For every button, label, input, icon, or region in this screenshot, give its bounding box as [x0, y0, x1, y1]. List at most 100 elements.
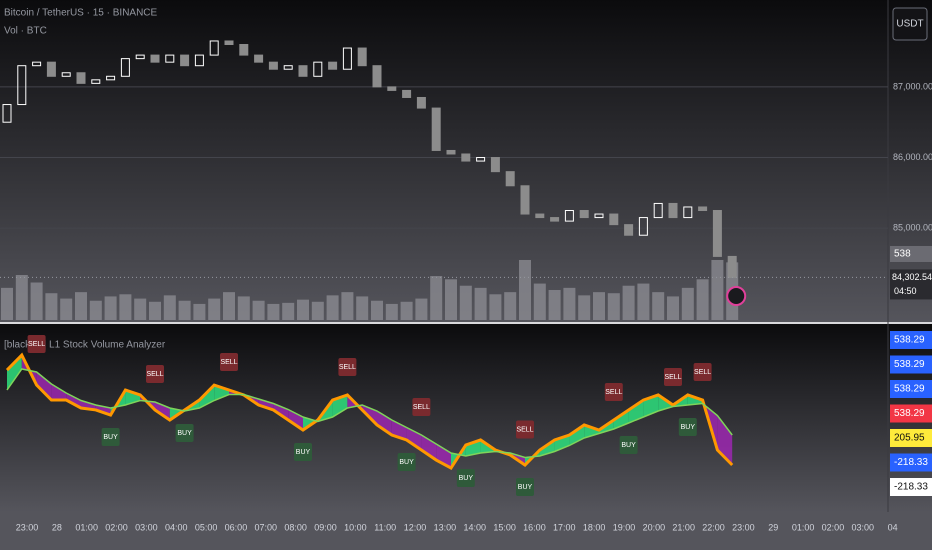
fill-band — [377, 411, 392, 435]
candle-body — [624, 224, 634, 236]
value-badge-label: 538.29 — [894, 384, 925, 395]
x-tick-label: 23:00 — [732, 522, 755, 532]
volume-bar — [237, 296, 250, 320]
candle-body — [150, 54, 160, 63]
sell-signal — [146, 365, 164, 383]
x-tick-label: 08:00 — [284, 522, 307, 532]
volume-bar — [163, 295, 176, 320]
volume-title: Vol · BTC — [4, 26, 47, 37]
candle-body — [46, 61, 56, 77]
x-tick-label: 22:00 — [702, 522, 725, 532]
value-badge-label: 538.29 — [894, 359, 925, 370]
x-tick-label: 06:00 — [225, 522, 248, 532]
candle-body — [520, 185, 530, 215]
volume-bar — [607, 293, 620, 320]
x-tick-label: 01:00 — [792, 522, 815, 532]
currency-label: USDT — [896, 19, 923, 30]
volume-bar — [311, 301, 324, 320]
volume-bar — [356, 296, 369, 320]
y-tick-label: 85,000.00 — [893, 223, 932, 233]
x-tick-label: 09:00 — [314, 522, 337, 532]
candle-body — [61, 72, 71, 77]
signal-label: BUY — [177, 430, 192, 437]
signal-label: BUY — [103, 434, 118, 441]
x-tick-label: 19:00 — [613, 522, 636, 532]
alert-icon — [726, 286, 747, 306]
time-axis — [0, 512, 932, 550]
volume-bar — [474, 287, 487, 320]
x-tick-label: 07:00 — [255, 522, 278, 532]
x-tick-label: 29 — [768, 522, 778, 532]
volume-bar — [75, 292, 87, 320]
price-badge — [890, 269, 932, 300]
value-badge — [890, 355, 932, 374]
value-badge — [890, 331, 932, 349]
fill-band — [332, 394, 348, 417]
fill-band — [36, 372, 52, 401]
x-tick-label: 05:00 — [195, 522, 218, 532]
buy-signal — [101, 428, 120, 447]
volume-bar — [504, 292, 517, 320]
volume-bar — [593, 292, 605, 320]
candle-body — [106, 75, 116, 81]
volume-bar — [385, 303, 398, 320]
candle-body — [165, 54, 175, 63]
candle-body — [2, 104, 12, 123]
x-tick-label: 20:00 — [643, 522, 666, 532]
candle-body — [653, 202, 663, 219]
candle-body — [209, 40, 219, 56]
candle-body — [683, 206, 693, 219]
fill-band — [7, 355, 22, 390]
x-tick-label: 02:00 — [105, 522, 128, 532]
x-tick-label: 16:00 — [523, 522, 546, 532]
value-badge-label: 538.29 — [894, 408, 925, 419]
signal-label: BUY — [399, 459, 414, 466]
signal-label: BUY — [681, 424, 696, 431]
x-tick-label: 03:00 — [852, 522, 875, 532]
candle-body — [564, 210, 574, 222]
candle-body — [254, 54, 264, 63]
sell-signal — [516, 420, 534, 439]
candle-body — [313, 61, 323, 77]
sell-signal — [664, 368, 682, 386]
volume-badge — [890, 246, 932, 262]
price-badge-label: 84,302.54 — [892, 272, 932, 282]
y-tick-label: 87,000.00 — [893, 81, 932, 91]
fill-band — [628, 400, 644, 423]
x-tick-label: 23:00 — [16, 522, 39, 532]
volume-bar — [341, 292, 354, 320]
value-badge — [890, 380, 932, 398]
value-badge-label: -218.33 — [894, 482, 928, 493]
fill-band — [66, 393, 81, 408]
candle-body — [357, 47, 367, 67]
sell-signal — [693, 363, 712, 382]
signal-label: SELL — [664, 374, 681, 381]
candle-body — [579, 210, 589, 219]
sell-signal — [338, 357, 357, 376]
currency-button[interactable] — [892, 7, 928, 41]
candle-body — [372, 65, 382, 88]
x-tick-label: 03:00 — [135, 522, 158, 532]
candle-body — [727, 255, 737, 278]
volume-bar — [415, 298, 428, 320]
x-tick-label: 01:00 — [75, 522, 98, 532]
candle-body — [446, 149, 456, 155]
candle-body — [32, 61, 42, 67]
volume-bar — [326, 295, 339, 320]
volume-bar — [119, 294, 132, 320]
candle-body — [638, 217, 648, 236]
volume-bar — [252, 300, 265, 320]
buy-signal — [294, 443, 312, 462]
sell-signal — [412, 398, 431, 416]
volume-bar — [149, 301, 161, 320]
volume-bar — [178, 300, 191, 320]
candle-body — [609, 213, 619, 226]
volume-bar — [519, 260, 531, 320]
volume-bar — [489, 294, 502, 320]
volume-bar — [637, 283, 650, 320]
fill-band — [569, 424, 585, 446]
candle-body — [328, 61, 338, 70]
candle-body — [180, 54, 190, 67]
